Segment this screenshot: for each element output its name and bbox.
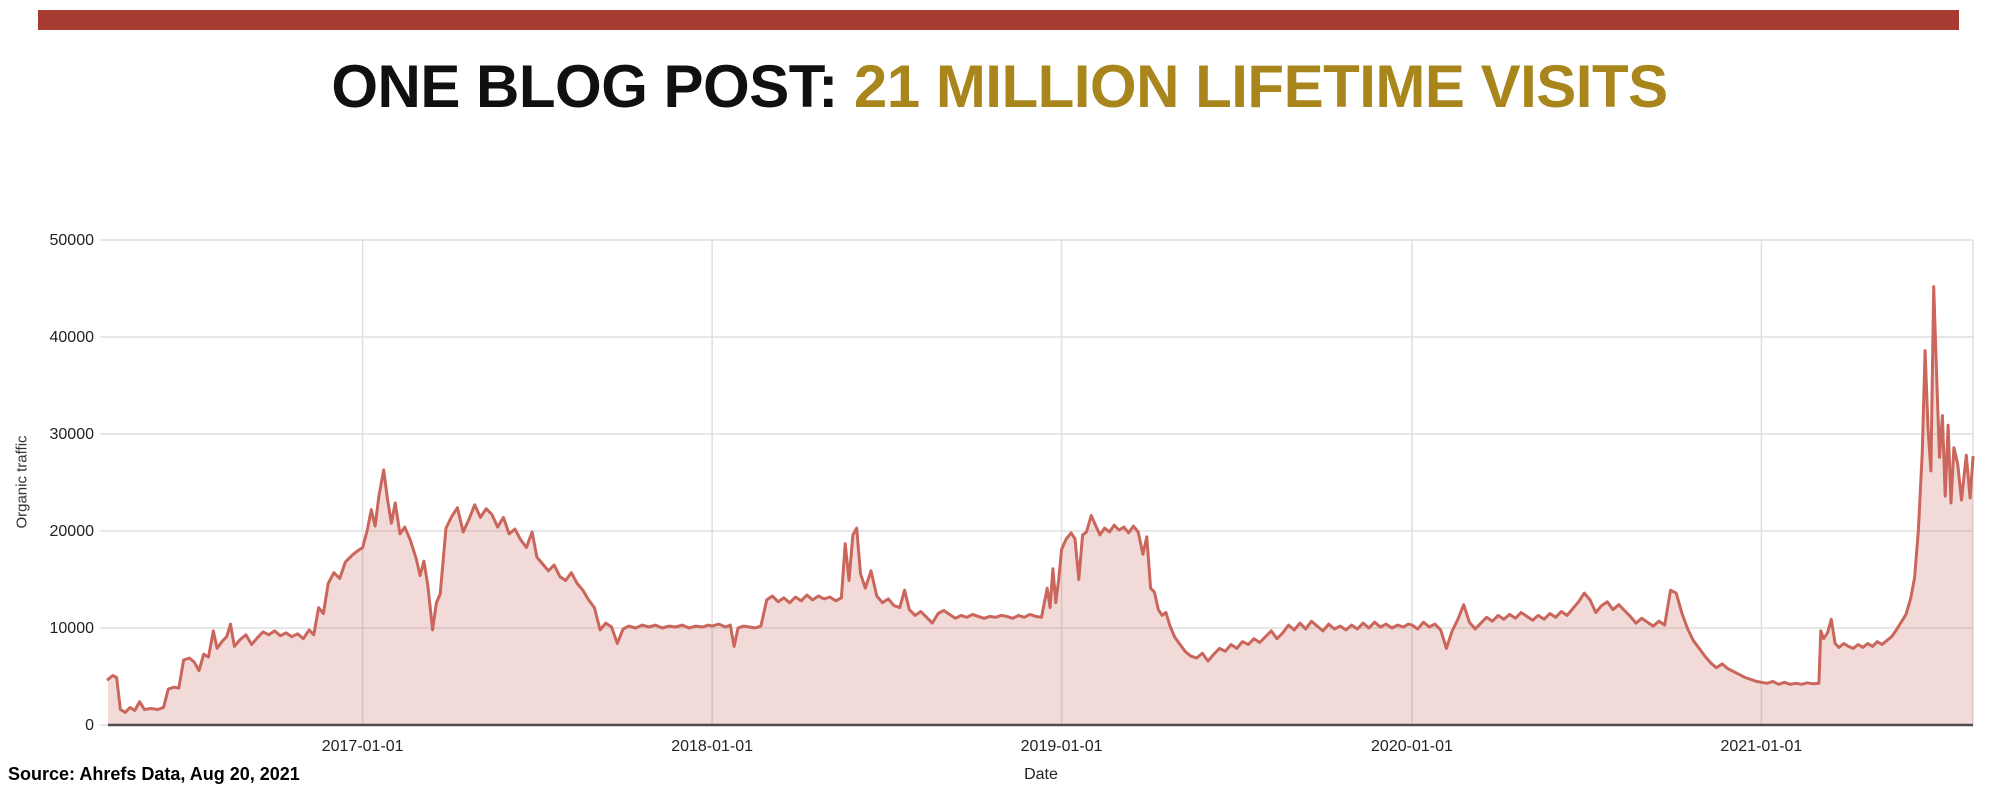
x-tick-label: 2017-01-01 — [322, 738, 404, 755]
y-tick-label: 50000 — [50, 232, 95, 249]
y-tick-label: 40000 — [50, 329, 95, 346]
x-tick-label: 2019-01-01 — [1021, 738, 1103, 755]
y-tick-label: 0 — [85, 717, 94, 734]
x-axis-title: Date — [1024, 766, 1058, 783]
page-title-prefix: ONE BLOG POST: — [331, 53, 854, 120]
y-tick-label: 10000 — [50, 620, 95, 637]
traffic-line — [106, 285, 1975, 714]
x-tick-label: 2018-01-01 — [671, 738, 753, 755]
y-tick-label: 30000 — [50, 426, 95, 443]
x-tick-label: 2021-01-01 — [1720, 738, 1802, 755]
y-tick-label: 20000 — [50, 523, 95, 540]
top-accent-bar — [38, 10, 1959, 30]
x-tick-label: 2020-01-01 — [1371, 738, 1453, 755]
page-title: ONE BLOG POST: 21 MILLION LIFETIME VISIT… — [0, 52, 1999, 121]
y-axis-title: Organic traffic — [13, 435, 31, 529]
source-note: Source: Ahrefs Data, Aug 20, 2021 — [8, 764, 300, 784]
page-title-highlight: 21 MILLION LIFETIME VISITS — [853, 53, 1668, 120]
traffic-area — [108, 286, 1973, 725]
